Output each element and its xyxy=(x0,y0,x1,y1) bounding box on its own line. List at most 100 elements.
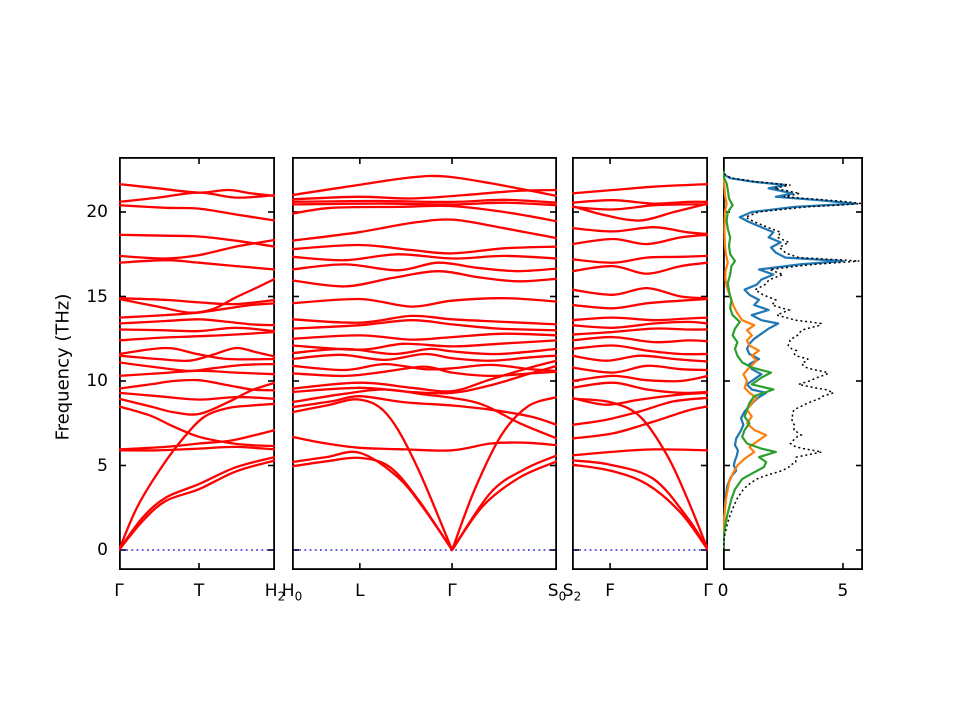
x-tick-text: Γ xyxy=(703,581,713,601)
x-tick-label: Γ xyxy=(114,580,123,602)
x-tick-text: H xyxy=(264,581,278,601)
x-tick-text: Γ xyxy=(114,581,124,601)
phonon-band xyxy=(292,218,557,242)
x-tick-text: H xyxy=(281,581,295,601)
phonon-band xyxy=(292,359,557,393)
phonon-band xyxy=(119,402,275,552)
phonon-band xyxy=(572,335,708,344)
pdos-orange-curve xyxy=(723,169,768,551)
segment-H0-L-gamma-S0-plot xyxy=(292,157,557,570)
segment-gamma-T-H2 xyxy=(119,157,275,570)
y-tick-label: 5 xyxy=(97,455,108,476)
panel-border xyxy=(572,157,708,570)
phonon-band xyxy=(292,352,557,362)
phonon-band xyxy=(119,330,275,342)
phonon-band xyxy=(119,455,275,552)
x-tick-text: 5 xyxy=(837,581,849,601)
phonon-band xyxy=(292,297,557,308)
phonon-band xyxy=(572,297,708,310)
phonon-band xyxy=(119,445,275,452)
x-tick-subscript: 2 xyxy=(277,589,286,604)
segment-H0-L-gamma-S0 xyxy=(292,157,557,570)
phonon-band xyxy=(119,233,275,248)
phonon-band xyxy=(572,182,708,195)
phonon-band xyxy=(119,369,275,378)
phonon-band xyxy=(292,204,557,223)
phonon-band xyxy=(292,339,557,351)
x-tick-text: L xyxy=(355,581,365,601)
x-tick-label: S2 xyxy=(563,580,581,607)
segment-S2-F-gamma-plot xyxy=(572,157,708,570)
phonon-band xyxy=(292,261,557,273)
x-tick-label: T xyxy=(194,580,204,602)
phonon-band xyxy=(292,332,557,341)
phonon-band xyxy=(572,203,708,211)
phonon-band xyxy=(572,344,708,356)
x-tick-subscript: 2 xyxy=(573,589,582,604)
phonon-band xyxy=(119,428,275,451)
total-dos-curve xyxy=(723,169,862,551)
phonon-band xyxy=(292,270,557,288)
phonon-band xyxy=(292,198,557,204)
phonon-band xyxy=(119,346,275,363)
x-tick-text: 0 xyxy=(717,581,729,601)
phonon-band xyxy=(572,396,708,427)
density-of-states-plot xyxy=(723,157,863,570)
phonon-band xyxy=(572,463,708,552)
x-tick-label: Γ xyxy=(703,580,712,602)
phonon-band xyxy=(119,405,275,448)
phonon-band xyxy=(572,459,708,552)
x-tick-subscript: 0 xyxy=(294,589,303,604)
phonon-band xyxy=(119,378,275,392)
phonon-band xyxy=(572,226,708,236)
x-tick-text: Γ xyxy=(447,581,457,601)
y-tick-label: 0 xyxy=(97,540,108,560)
x-tick-text: F xyxy=(605,581,615,601)
phonon-band xyxy=(572,374,708,383)
segment-S2-F-gamma xyxy=(572,157,708,570)
phonon-band xyxy=(572,254,708,264)
phonon-band xyxy=(572,202,708,222)
x-tick-text: T xyxy=(193,581,205,601)
phonon-band xyxy=(292,395,557,427)
x-tick-label: F xyxy=(605,580,615,602)
phonon-band xyxy=(119,361,275,373)
phonon-band xyxy=(119,318,275,327)
phonon-band xyxy=(292,450,557,552)
y-tick-label: 10 xyxy=(86,371,108,391)
phonon-band xyxy=(292,435,557,452)
phonon-band xyxy=(572,448,708,457)
phonon-band xyxy=(119,459,275,552)
phonon-band xyxy=(572,316,708,322)
x-tick-text: S xyxy=(547,581,559,601)
phonon-band xyxy=(572,354,708,363)
phonon-band xyxy=(572,364,708,374)
x-tick-label: S0 xyxy=(548,580,566,607)
phonon-band xyxy=(292,201,557,207)
phonon-band xyxy=(292,395,557,552)
phonon-band xyxy=(572,199,708,205)
phonon-band xyxy=(292,243,557,255)
panel-border xyxy=(292,157,557,570)
x-tick-label: 5 xyxy=(838,580,849,602)
y-tick-label: 20 xyxy=(86,202,108,222)
phonon-band xyxy=(292,314,557,326)
phonon-band xyxy=(572,261,708,275)
phonon-band xyxy=(572,233,708,246)
density-of-states xyxy=(723,157,863,570)
pdos-green-curve xyxy=(723,169,777,551)
phonon-band xyxy=(292,388,557,440)
phonon-band xyxy=(119,204,275,222)
phonon-band xyxy=(119,182,275,198)
x-tick-label: Γ xyxy=(447,580,456,602)
phonon-band xyxy=(292,362,557,373)
x-tick-text: S xyxy=(562,581,574,601)
phonon-band xyxy=(119,346,275,361)
phonon-band xyxy=(119,277,275,314)
panel-border xyxy=(723,157,863,570)
phonon-band xyxy=(119,302,275,319)
phonon-band xyxy=(572,381,708,395)
phonon-band xyxy=(292,188,557,201)
pdos-blue-curve xyxy=(723,169,857,551)
